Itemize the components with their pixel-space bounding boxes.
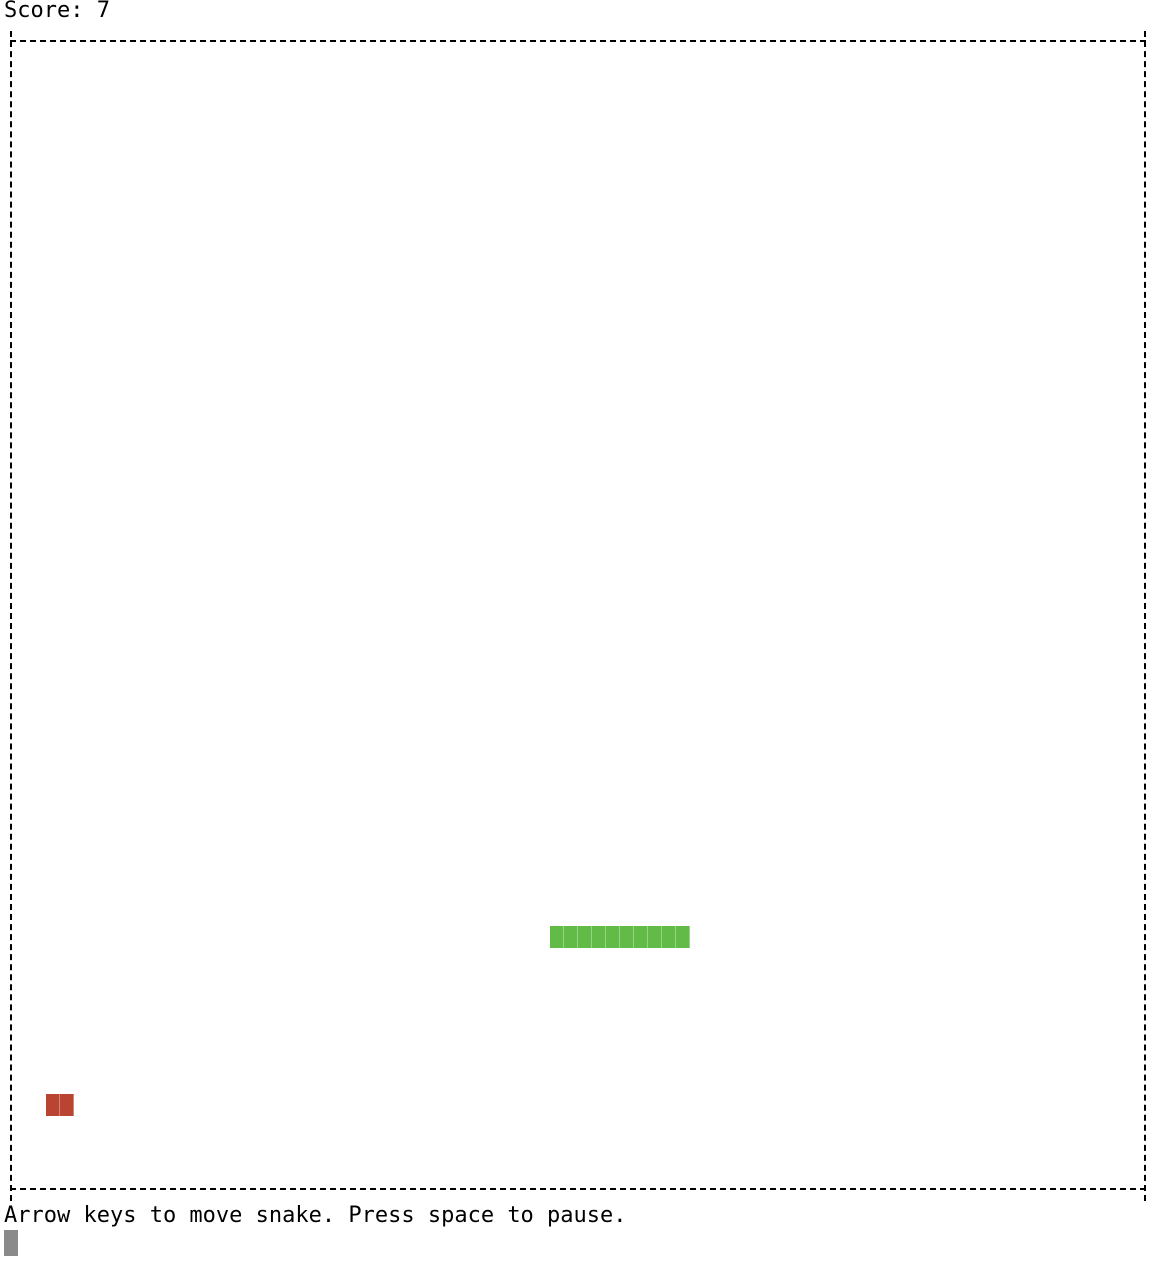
snake-segment (634, 926, 648, 948)
board-bottom-border (10, 1188, 1146, 1190)
snake-segment (648, 926, 662, 948)
snake-segment (620, 926, 634, 948)
snake-head (676, 926, 690, 948)
snake-segment (662, 926, 676, 948)
board-left-border (10, 31, 12, 1201)
food-item (60, 1094, 74, 1116)
help-text: Arrow keys to move snake. Press space to… (4, 1203, 627, 1228)
snake-segment (564, 926, 578, 948)
snake-segment (592, 926, 606, 948)
terminal-cursor (4, 1230, 18, 1256)
snake-segment (578, 926, 592, 948)
game-board[interactable] (12, 42, 1144, 1187)
score-text: Score: 7 (4, 0, 110, 23)
board-right-border (1144, 31, 1146, 1201)
board-top-border (10, 40, 1146, 42)
snake-segment (550, 926, 564, 948)
snake-segment (606, 926, 620, 948)
food-item (46, 1094, 60, 1116)
